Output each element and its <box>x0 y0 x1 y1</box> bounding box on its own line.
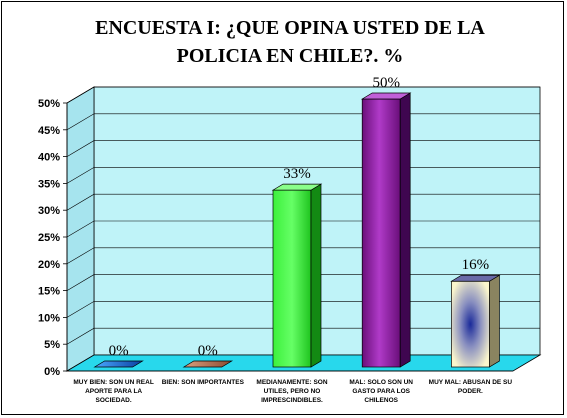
data-label: 16% <box>462 257 490 273</box>
data-label: 50% <box>372 75 400 91</box>
x-tick-label: MEDIANAMENTE: SON UTILES, PERO NO IMPRES… <box>256 379 328 404</box>
x-tick-label: BIEN: SON IMPORTANTES <box>161 379 244 386</box>
y-tick-label: 5% <box>44 339 60 351</box>
y-tick-label: 15% <box>38 286 60 298</box>
x-tick-label: MAL: SOLO SON UN GASTO PARA LOS CHILENOS <box>349 379 413 404</box>
y-tick-label: 25% <box>38 232 60 244</box>
x-tick-label: MUY BIEN: SON UN REAL APORTE PARA LA SOC… <box>73 379 154 404</box>
y-tick-label: 30% <box>38 205 60 217</box>
bar <box>272 189 312 368</box>
y-tick-label: 50% <box>38 98 60 110</box>
x-tick-label: MUY MAL: ABUSAN DE SU PODER. <box>428 379 513 395</box>
chart-title: ENCUESTA I: ¿QUE OPINA USTED DE LA POLIC… <box>95 17 485 67</box>
gridline <box>66 86 540 104</box>
bar-top <box>360 92 412 100</box>
y-tick-label: 10% <box>38 312 60 324</box>
y-tick-label: 20% <box>38 259 60 271</box>
bar <box>451 280 490 368</box>
data-label: 0% <box>198 343 218 359</box>
bar-side <box>399 92 411 368</box>
bar-side <box>310 183 322 368</box>
y-tick-label: 35% <box>38 178 60 190</box>
bar-top <box>93 360 144 368</box>
y-tick-label: 45% <box>38 125 60 137</box>
y-tick-label: 40% <box>38 152 60 164</box>
data-label: 0% <box>109 343 129 359</box>
y-tick-label: 0% <box>44 366 60 378</box>
bar-top <box>182 360 234 368</box>
bar-top <box>271 183 323 191</box>
data-label: 33% <box>283 166 311 182</box>
bar-side <box>489 274 500 368</box>
bar-top <box>450 274 501 282</box>
bar <box>361 98 401 368</box>
